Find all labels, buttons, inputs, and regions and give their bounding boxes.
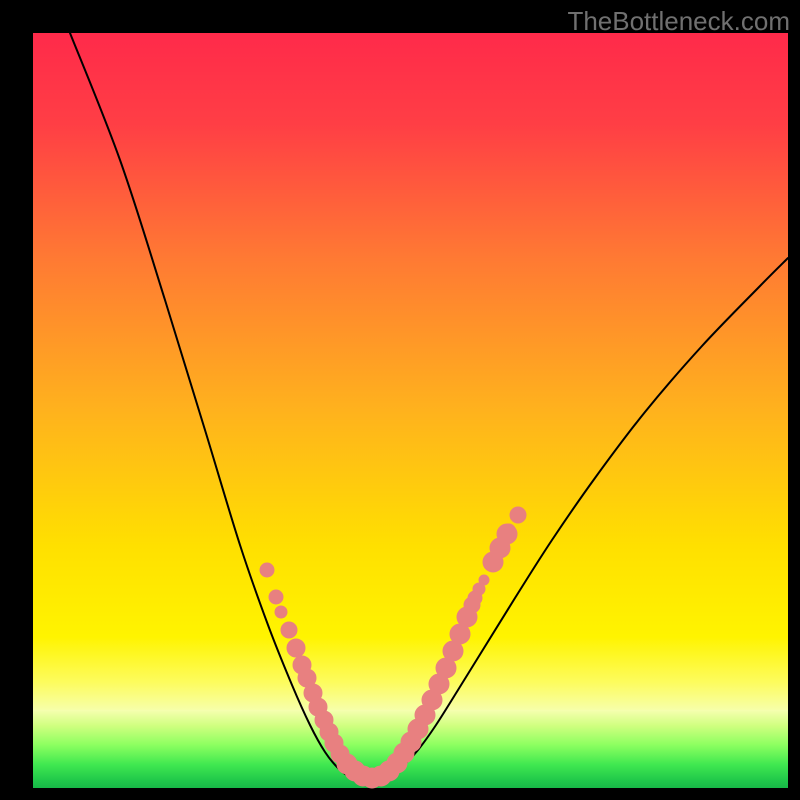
plot-background bbox=[33, 33, 788, 788]
green-gradient-band bbox=[33, 710, 788, 788]
chart-root: TheBottleneck.com bbox=[0, 0, 800, 800]
watermark-text: TheBottleneck.com bbox=[567, 6, 790, 37]
